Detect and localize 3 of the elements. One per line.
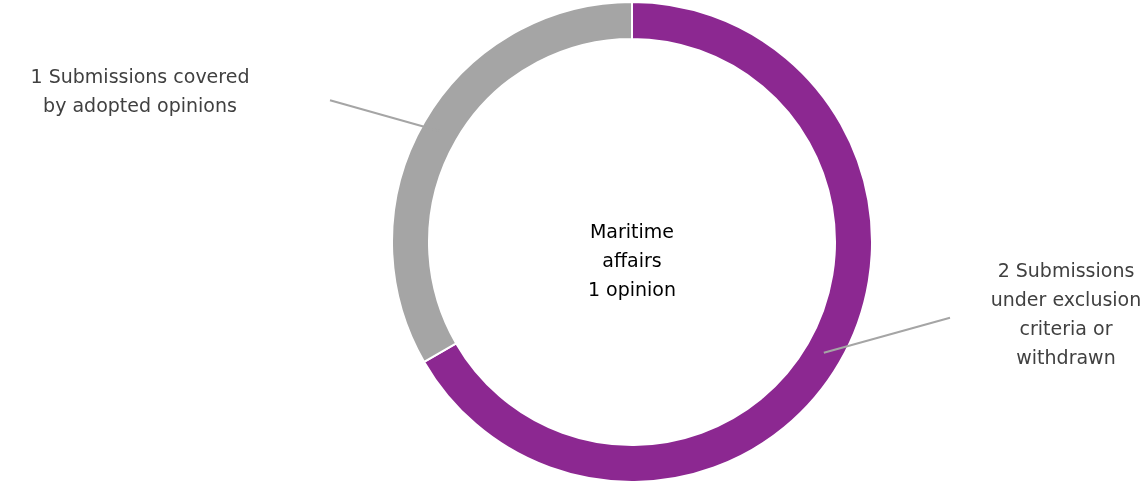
text: Maritime affairs 1 opinion xyxy=(587,220,677,300)
slice-label: 2 Submissions under exclusion criteria or withdrawn xyxy=(990,259,1142,368)
slice-label: 1 Submissions covered by adopted opinions xyxy=(30,65,250,116)
